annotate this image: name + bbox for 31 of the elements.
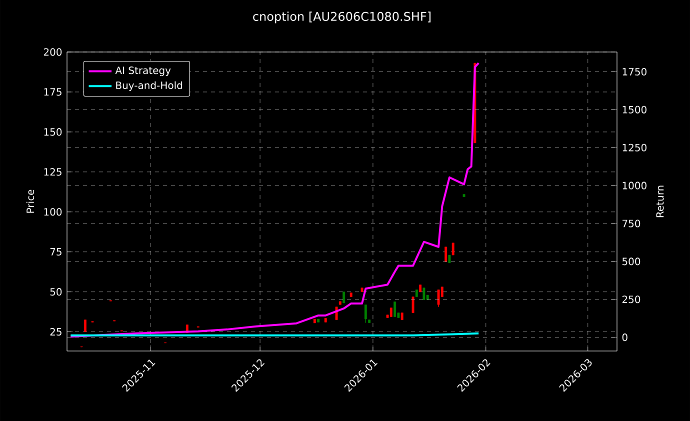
- candlestick: [84, 319, 86, 332]
- candlestick: [452, 242, 454, 256]
- chart-title: cnoption [AU2606C1080.SHF]: [253, 12, 431, 24]
- y2-tick-label: 1250: [622, 144, 646, 152]
- y2-tick-label: 750: [622, 220, 640, 228]
- y2-axis-title: Return: [656, 186, 664, 218]
- y2-tick-label: 1750: [622, 68, 646, 76]
- line-series: [70, 62, 480, 338]
- legend-label: Buy-and-Hold: [116, 81, 182, 91]
- y-tick-label: 50: [50, 288, 62, 296]
- y-tick-label: 200: [44, 48, 62, 56]
- y2-tick-label: 1000: [622, 182, 646, 190]
- y-tick-label: 25: [50, 328, 62, 336]
- candlestick: [422, 287, 426, 300]
- candlestick: [444, 246, 448, 262]
- candlestick: [437, 289, 440, 308]
- y-tick-label: 175: [44, 88, 62, 96]
- candlestick: [364, 304, 367, 324]
- legend-label: AI Strategy: [115, 66, 171, 76]
- candlestick: [394, 301, 396, 318]
- candlestick: [342, 291, 346, 304]
- y-tick-label: 100: [44, 208, 62, 216]
- y2-tick-label: 1500: [622, 106, 646, 114]
- y-tick-label: 150: [44, 128, 62, 136]
- y2-tick-label: 250: [622, 296, 640, 304]
- y-tick-label: 125: [44, 168, 62, 176]
- candlestick: [412, 296, 414, 314]
- y2-tick-label: 500: [622, 258, 640, 266]
- y2-tick-label: 0: [622, 334, 628, 342]
- y-axis-title: Price: [26, 190, 34, 213]
- y-tick-label: 75: [50, 248, 62, 256]
